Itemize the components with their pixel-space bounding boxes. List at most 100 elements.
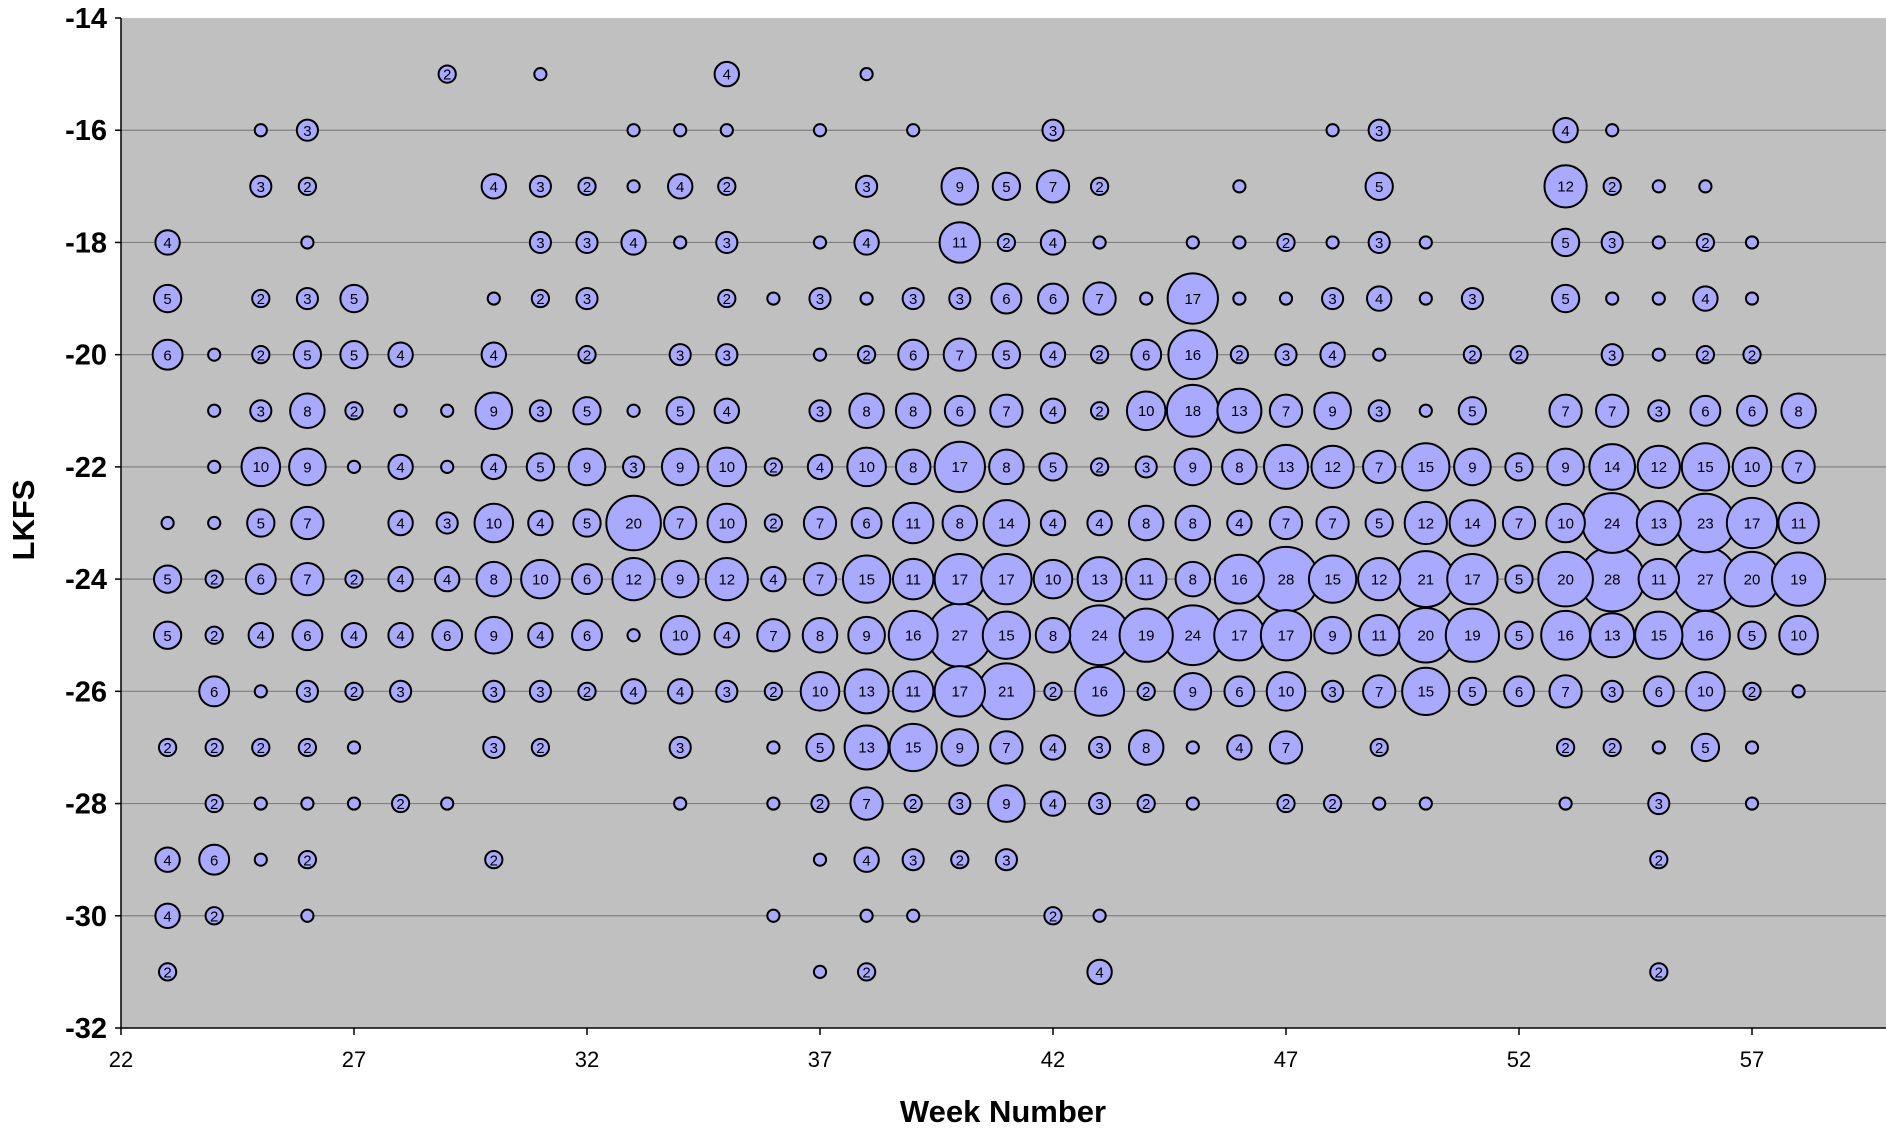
bubble-label: 5	[1375, 179, 1383, 196]
bubble	[1602, 176, 1622, 196]
bubble-label: 5	[816, 740, 824, 757]
bubble	[1118, 607, 1174, 663]
bubble-label: 6	[443, 628, 451, 645]
x-tick-label: 37	[808, 1047, 832, 1072]
bubble	[1503, 675, 1535, 708]
bubble-label: 10	[1138, 403, 1155, 420]
bubble	[251, 737, 271, 758]
bubble-label: 2	[210, 908, 218, 925]
bubble	[756, 618, 791, 653]
bubble-label: 8	[1189, 572, 1197, 589]
bubble-label: 10	[718, 515, 735, 532]
bubble	[667, 173, 694, 200]
bubble-label: 16	[1184, 347, 1201, 364]
bubble-label: 4	[816, 459, 824, 476]
bubble	[1035, 169, 1071, 204]
bubble-label: 2	[1235, 347, 1243, 364]
bubble	[1325, 123, 1340, 138]
bubble	[810, 793, 830, 814]
bubble	[1742, 345, 1762, 365]
bubble	[533, 67, 548, 82]
x-axis-title: Week Number	[900, 1094, 1106, 1129]
bubble-label: 12	[718, 571, 735, 588]
y-tick-label: -28	[65, 789, 107, 821]
bubble-label: 13	[1231, 403, 1248, 420]
bubble-label: 3	[257, 179, 265, 196]
bubble	[290, 561, 325, 597]
bubble	[1088, 791, 1112, 816]
bubble-label: 5	[257, 516, 265, 533]
bubble-label: 7	[1375, 459, 1383, 476]
bubble-label: 5	[1515, 572, 1523, 589]
bubble-label: 3	[1095, 796, 1103, 813]
bubble-label: 2	[396, 796, 404, 813]
bubble-label: 12	[625, 571, 642, 588]
bubble-label: 4	[723, 628, 731, 645]
bubble-label: 4	[723, 403, 731, 420]
bubble	[1043, 906, 1063, 926]
bubble-label: 6	[1142, 347, 1150, 364]
bubble-label: 2	[1095, 179, 1103, 196]
bubble	[1642, 675, 1675, 708]
bubble-label: 6	[583, 572, 591, 589]
bubble	[387, 509, 414, 537]
bubble-label: 5	[1701, 740, 1709, 757]
bubble-label: 2	[583, 347, 591, 364]
bubble	[1039, 397, 1067, 424]
bubble	[1401, 442, 1451, 492]
bubble	[1367, 118, 1391, 142]
bubble	[933, 440, 986, 494]
bubble-label: 7	[1049, 179, 1057, 196]
bubble-label: 10	[252, 459, 269, 476]
bubble-label: 12	[1417, 515, 1434, 532]
bubble	[473, 502, 515, 544]
bubble-label: 17	[1464, 571, 1481, 588]
bubble	[901, 848, 925, 872]
bubble	[1315, 505, 1350, 541]
bubble	[989, 730, 1024, 765]
bubble-label: 4	[163, 908, 171, 925]
bubble-label: 20	[1557, 571, 1574, 588]
bubble	[1226, 734, 1253, 761]
bubble	[1185, 796, 1200, 811]
bubble	[295, 286, 319, 311]
bubble	[480, 453, 507, 481]
bubble-label: 3	[536, 235, 544, 252]
y-tick-label: -20	[65, 340, 107, 372]
bubble-label: 11	[1138, 571, 1154, 588]
bubble	[941, 504, 979, 542]
bubble	[198, 675, 231, 708]
bubble	[1462, 345, 1483, 365]
bubble	[253, 852, 268, 867]
bubble	[853, 229, 880, 256]
bubble-label: 16	[1557, 627, 1574, 644]
bubble	[344, 681, 364, 701]
bubble-label: 15	[1324, 571, 1341, 588]
bubble-label: 4	[396, 459, 404, 476]
bubble	[152, 564, 183, 594]
x-tick-label: 22	[109, 1047, 133, 1072]
y-tick-label: -24	[65, 564, 107, 596]
bubble-label: 8	[1189, 516, 1197, 533]
bubble	[435, 511, 459, 535]
bubble-label: 17	[951, 684, 968, 701]
bubble	[154, 846, 181, 873]
bubble	[766, 291, 781, 306]
bubble-label: 4	[396, 628, 404, 645]
bubble-label: 9	[956, 740, 964, 757]
bubble	[292, 340, 323, 370]
bubble	[204, 793, 224, 814]
bubble-label: 7	[862, 796, 870, 813]
x-tick-label: 27	[342, 1047, 366, 1072]
bubble-label: 8	[303, 403, 311, 420]
bubble	[1214, 553, 1265, 605]
bubble	[950, 850, 970, 870]
bubble	[1092, 908, 1107, 923]
bubble	[1278, 291, 1294, 306]
bubble	[812, 123, 828, 138]
bubble	[1039, 229, 1067, 256]
bubble-label: 2	[723, 291, 731, 308]
bubble	[943, 394, 976, 427]
bubble	[251, 288, 271, 309]
bubble-label: 3	[303, 684, 311, 701]
